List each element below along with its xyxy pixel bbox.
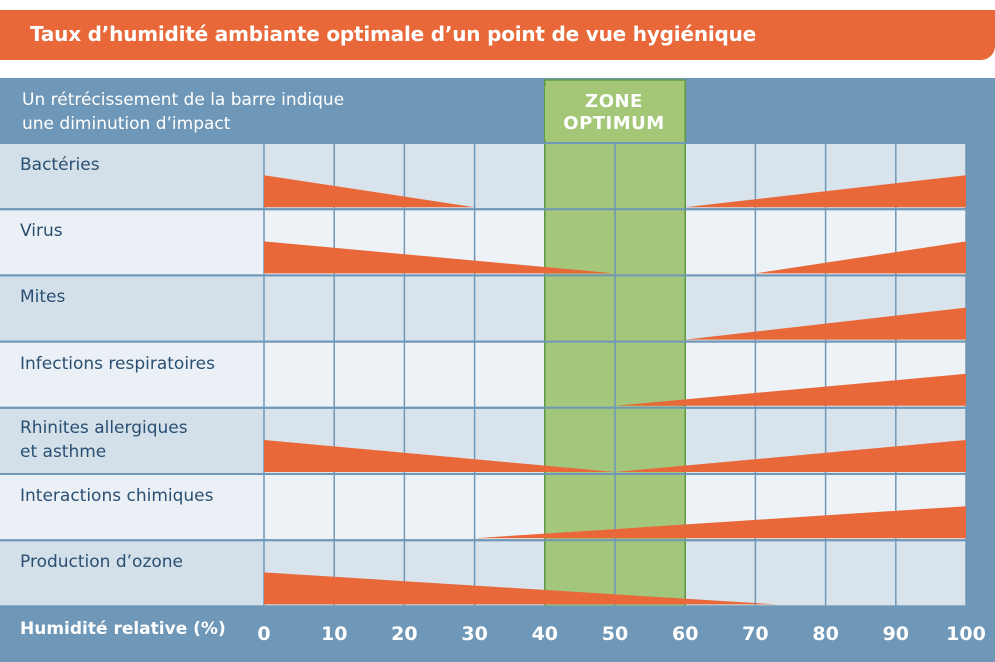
title-bar xyxy=(0,10,995,60)
impact-wedge xyxy=(685,175,966,208)
x-tick-label: 50 xyxy=(602,623,628,645)
row-label-bg xyxy=(0,408,264,473)
row-label-bg xyxy=(0,342,264,407)
row-label: Production d’ozone xyxy=(20,552,184,573)
optimum-zone-label: ZONE OPTIMUM xyxy=(545,86,683,140)
impact-wedge xyxy=(615,373,966,406)
impact-wedge xyxy=(264,572,777,605)
impact-wedge xyxy=(615,440,966,472)
chart-subtitle: Un rétrécissement de la barre indique un… xyxy=(22,90,345,134)
row-label-bg xyxy=(0,541,264,606)
optimum-zone-text: ZONE OPTIMUM xyxy=(563,91,665,134)
row-label-bg xyxy=(0,144,264,209)
x-tick-label: 90 xyxy=(883,623,909,645)
x-tick-label: 80 xyxy=(812,623,838,645)
x-tick-label: 70 xyxy=(742,623,768,645)
row-label-bg xyxy=(0,210,264,275)
row-label-bg xyxy=(0,276,264,341)
impact-wedge xyxy=(264,241,615,274)
x-tick-label: 30 xyxy=(461,623,487,645)
row-label-bg xyxy=(0,475,264,540)
row-label: Virus xyxy=(20,221,63,242)
impact-wedge xyxy=(685,307,966,340)
row-label: Bactéries xyxy=(20,155,100,175)
row-label: Interactions chimiques xyxy=(20,486,214,506)
chart-title: Taux d’humidité ambiante optimale d’un p… xyxy=(30,22,757,46)
x-tick-label: 20 xyxy=(391,623,417,645)
row-label: Rhinites allergiques et asthme xyxy=(20,417,188,462)
x-tick-label: 10 xyxy=(321,623,347,645)
x-tick-label: 100 xyxy=(946,623,986,645)
impact-wedge xyxy=(755,241,966,274)
x-tick-label: 0 xyxy=(257,623,270,645)
impact-wedge xyxy=(264,440,615,472)
row-label: Mites xyxy=(20,287,66,308)
impact-wedge xyxy=(264,175,475,208)
x-axis-title: Humidité relative (%) xyxy=(20,619,226,639)
x-tick-label: 40 xyxy=(532,623,558,645)
impact-wedge xyxy=(474,506,966,539)
x-tick-label: 60 xyxy=(672,623,698,645)
row-label: Infections respiratoires xyxy=(20,353,215,374)
